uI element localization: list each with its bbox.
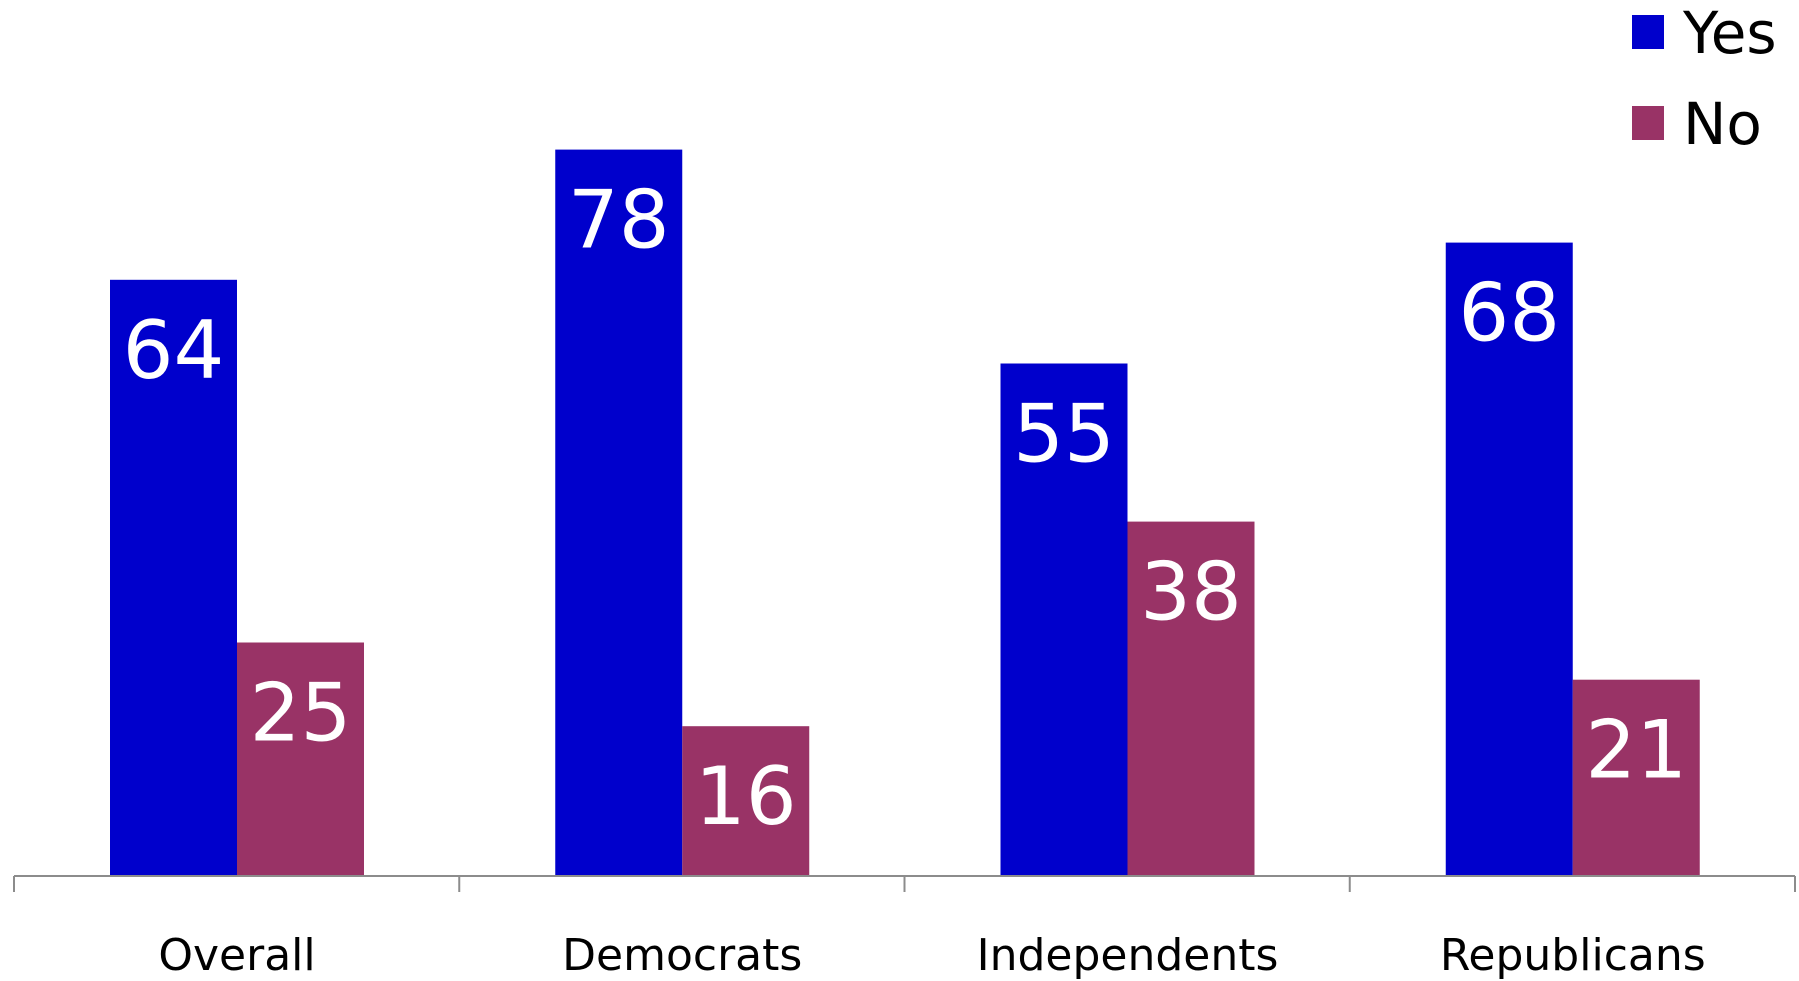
data-label-democrats-no: 16 — [695, 750, 797, 843]
x-axis-labels: Overall Democrats Independents Republicans — [158, 930, 1705, 981]
x-axis-ticks — [13, 876, 1796, 892]
x-tick-label-republicans: Republicans — [1440, 930, 1706, 981]
data-label-democrats-yes: 78 — [568, 174, 670, 267]
legend-label-no: No — [1683, 90, 1762, 158]
bar-democrats-yes — [555, 149, 683, 876]
bar-overall-yes — [110, 279, 237, 875]
bar-independents-no — [1127, 521, 1255, 875]
data-label-overall-yes: 64 — [123, 304, 225, 397]
data-label-overall-no: 25 — [250, 667, 352, 760]
bar-republicans-yes — [1445, 242, 1573, 876]
x-tick-label-independents: Independents — [977, 930, 1279, 981]
bar-republicans-no — [1572, 679, 1700, 875]
x-tick-label-overall: Overall — [158, 930, 315, 981]
legend-label-yes: Yes — [1682, 0, 1777, 67]
legend: Yes No — [1632, 0, 1777, 158]
bar-independents-yes — [1000, 363, 1128, 875]
data-labels-group: 64 25 78 16 55 38 68 21 — [123, 174, 1688, 844]
bar-overall-no — [237, 642, 364, 875]
data-label-independents-yes: 55 — [1013, 388, 1115, 481]
data-label-republicans-yes: 68 — [1458, 267, 1560, 360]
legend-swatch-yes — [1632, 15, 1664, 49]
legend-swatch-no — [1632, 106, 1664, 140]
data-label-republicans-no: 21 — [1585, 704, 1687, 797]
data-label-independents-no: 38 — [1140, 546, 1242, 639]
bar-democrats-no — [682, 726, 810, 875]
bars-group — [110, 149, 1700, 876]
x-tick-label-democrats: Democrats — [562, 930, 802, 981]
